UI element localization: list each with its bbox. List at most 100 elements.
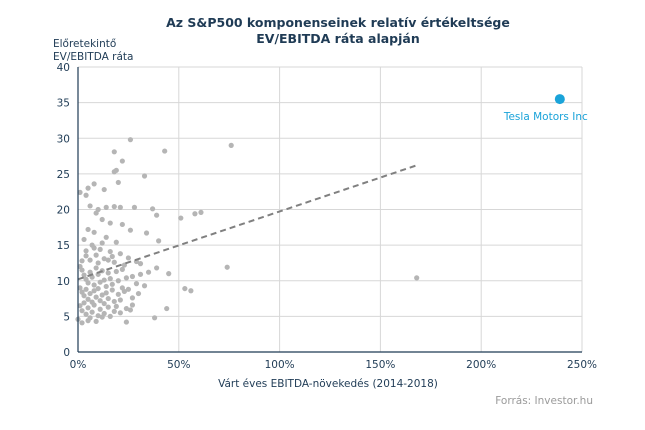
data-point: [117, 310, 123, 316]
data-point: [87, 290, 93, 297]
data-point: [119, 266, 125, 272]
data-point: [85, 280, 91, 286]
x-tick-label: 250%: [567, 359, 597, 371]
data-point: [93, 252, 99, 258]
data-point: [79, 267, 85, 273]
data-point: [135, 290, 142, 297]
data-point: [113, 303, 119, 309]
data-point: [109, 287, 115, 293]
data-point: [115, 179, 121, 186]
data-point: [83, 311, 89, 317]
data-point: [113, 268, 119, 275]
data-point: [87, 257, 93, 263]
data-point: [107, 313, 113, 319]
data-point: [77, 303, 83, 309]
data-point: [107, 248, 113, 255]
y-axis-label-line1: Előretekintő: [53, 38, 116, 50]
data-point: [127, 227, 134, 233]
data-point: [182, 285, 188, 292]
data-point: [79, 320, 85, 326]
source-note: Forrás: Investor.hu: [495, 395, 593, 407]
data-point: [79, 258, 85, 264]
y-tick-label: 25: [57, 169, 70, 181]
data-point: [109, 281, 115, 287]
x-axis-label: Várt éves EBITDA-növekedés (2014-2018): [218, 378, 438, 390]
data-point: [131, 204, 138, 210]
data-point: [99, 240, 105, 246]
data-point: [198, 209, 204, 215]
data-point: [83, 248, 89, 254]
data-point: [87, 203, 93, 209]
data-point: [156, 238, 162, 244]
data-point: [93, 210, 99, 216]
y-tick-label: 30: [57, 133, 70, 145]
data-point: [127, 137, 134, 143]
data-points: [75, 137, 420, 326]
data-point: [152, 315, 158, 321]
highlight-label: Tesla Motors Inc: [503, 111, 588, 123]
data-point: [115, 291, 121, 297]
data-point: [123, 275, 129, 281]
data-point: [121, 288, 127, 295]
data-point: [81, 293, 87, 299]
data-point: [224, 264, 230, 270]
data-point: [99, 216, 105, 223]
x-tick-label: 50%: [167, 359, 190, 371]
data-point: [162, 148, 168, 154]
data-point: [85, 318, 91, 324]
data-point: [178, 215, 184, 221]
data-point: [117, 204, 123, 210]
data-point: [91, 245, 97, 251]
data-point: [103, 290, 109, 296]
data-point: [81, 272, 87, 278]
data-point: [129, 273, 136, 280]
chart-title-line2: EV/EBITDA ráta alapján: [256, 31, 420, 46]
data-point: [133, 281, 140, 287]
data-point: [83, 286, 89, 292]
data-point: [192, 211, 198, 217]
data-point: [93, 318, 99, 324]
x-tick-label: 0%: [70, 359, 87, 371]
data-point: [103, 204, 109, 210]
data-point: [77, 189, 83, 195]
data-point: [101, 256, 107, 262]
data-point: [93, 265, 99, 271]
data-point: [81, 236, 87, 243]
data-point: [111, 259, 117, 265]
data-point: [91, 288, 97, 294]
data-point: [107, 276, 113, 282]
data-point: [125, 255, 131, 261]
data-point: [123, 305, 129, 312]
data-point: [95, 313, 101, 319]
data-point: [101, 186, 107, 193]
data-point: [85, 296, 91, 302]
data-point: [129, 295, 136, 301]
data-point: [77, 285, 83, 291]
data-point: [107, 220, 113, 226]
data-point: [111, 149, 117, 155]
data-point: [154, 212, 160, 218]
data-point: [87, 269, 93, 275]
data-point: [97, 306, 103, 312]
data-point: [91, 181, 97, 187]
data-point: [91, 282, 97, 288]
data-point: [129, 302, 136, 308]
data-point: [141, 283, 148, 289]
data-point: [143, 230, 150, 236]
data-point: [414, 275, 420, 281]
y-tick-label: 0: [63, 347, 70, 359]
data-point: [119, 158, 125, 164]
data-point: [111, 204, 117, 210]
data-point: [95, 260, 101, 266]
data-point: [113, 239, 119, 245]
data-point: [91, 229, 97, 235]
highlight-point: [554, 94, 565, 105]
chart-title-line1: Az S&P500 komponenseinek relatív értékel…: [166, 15, 510, 30]
y-tick-label: 20: [57, 205, 70, 217]
data-point: [188, 288, 194, 294]
data-point: [101, 277, 107, 283]
data-point: [105, 257, 111, 263]
x-tick-label: 100%: [265, 359, 295, 371]
data-point: [97, 279, 103, 285]
